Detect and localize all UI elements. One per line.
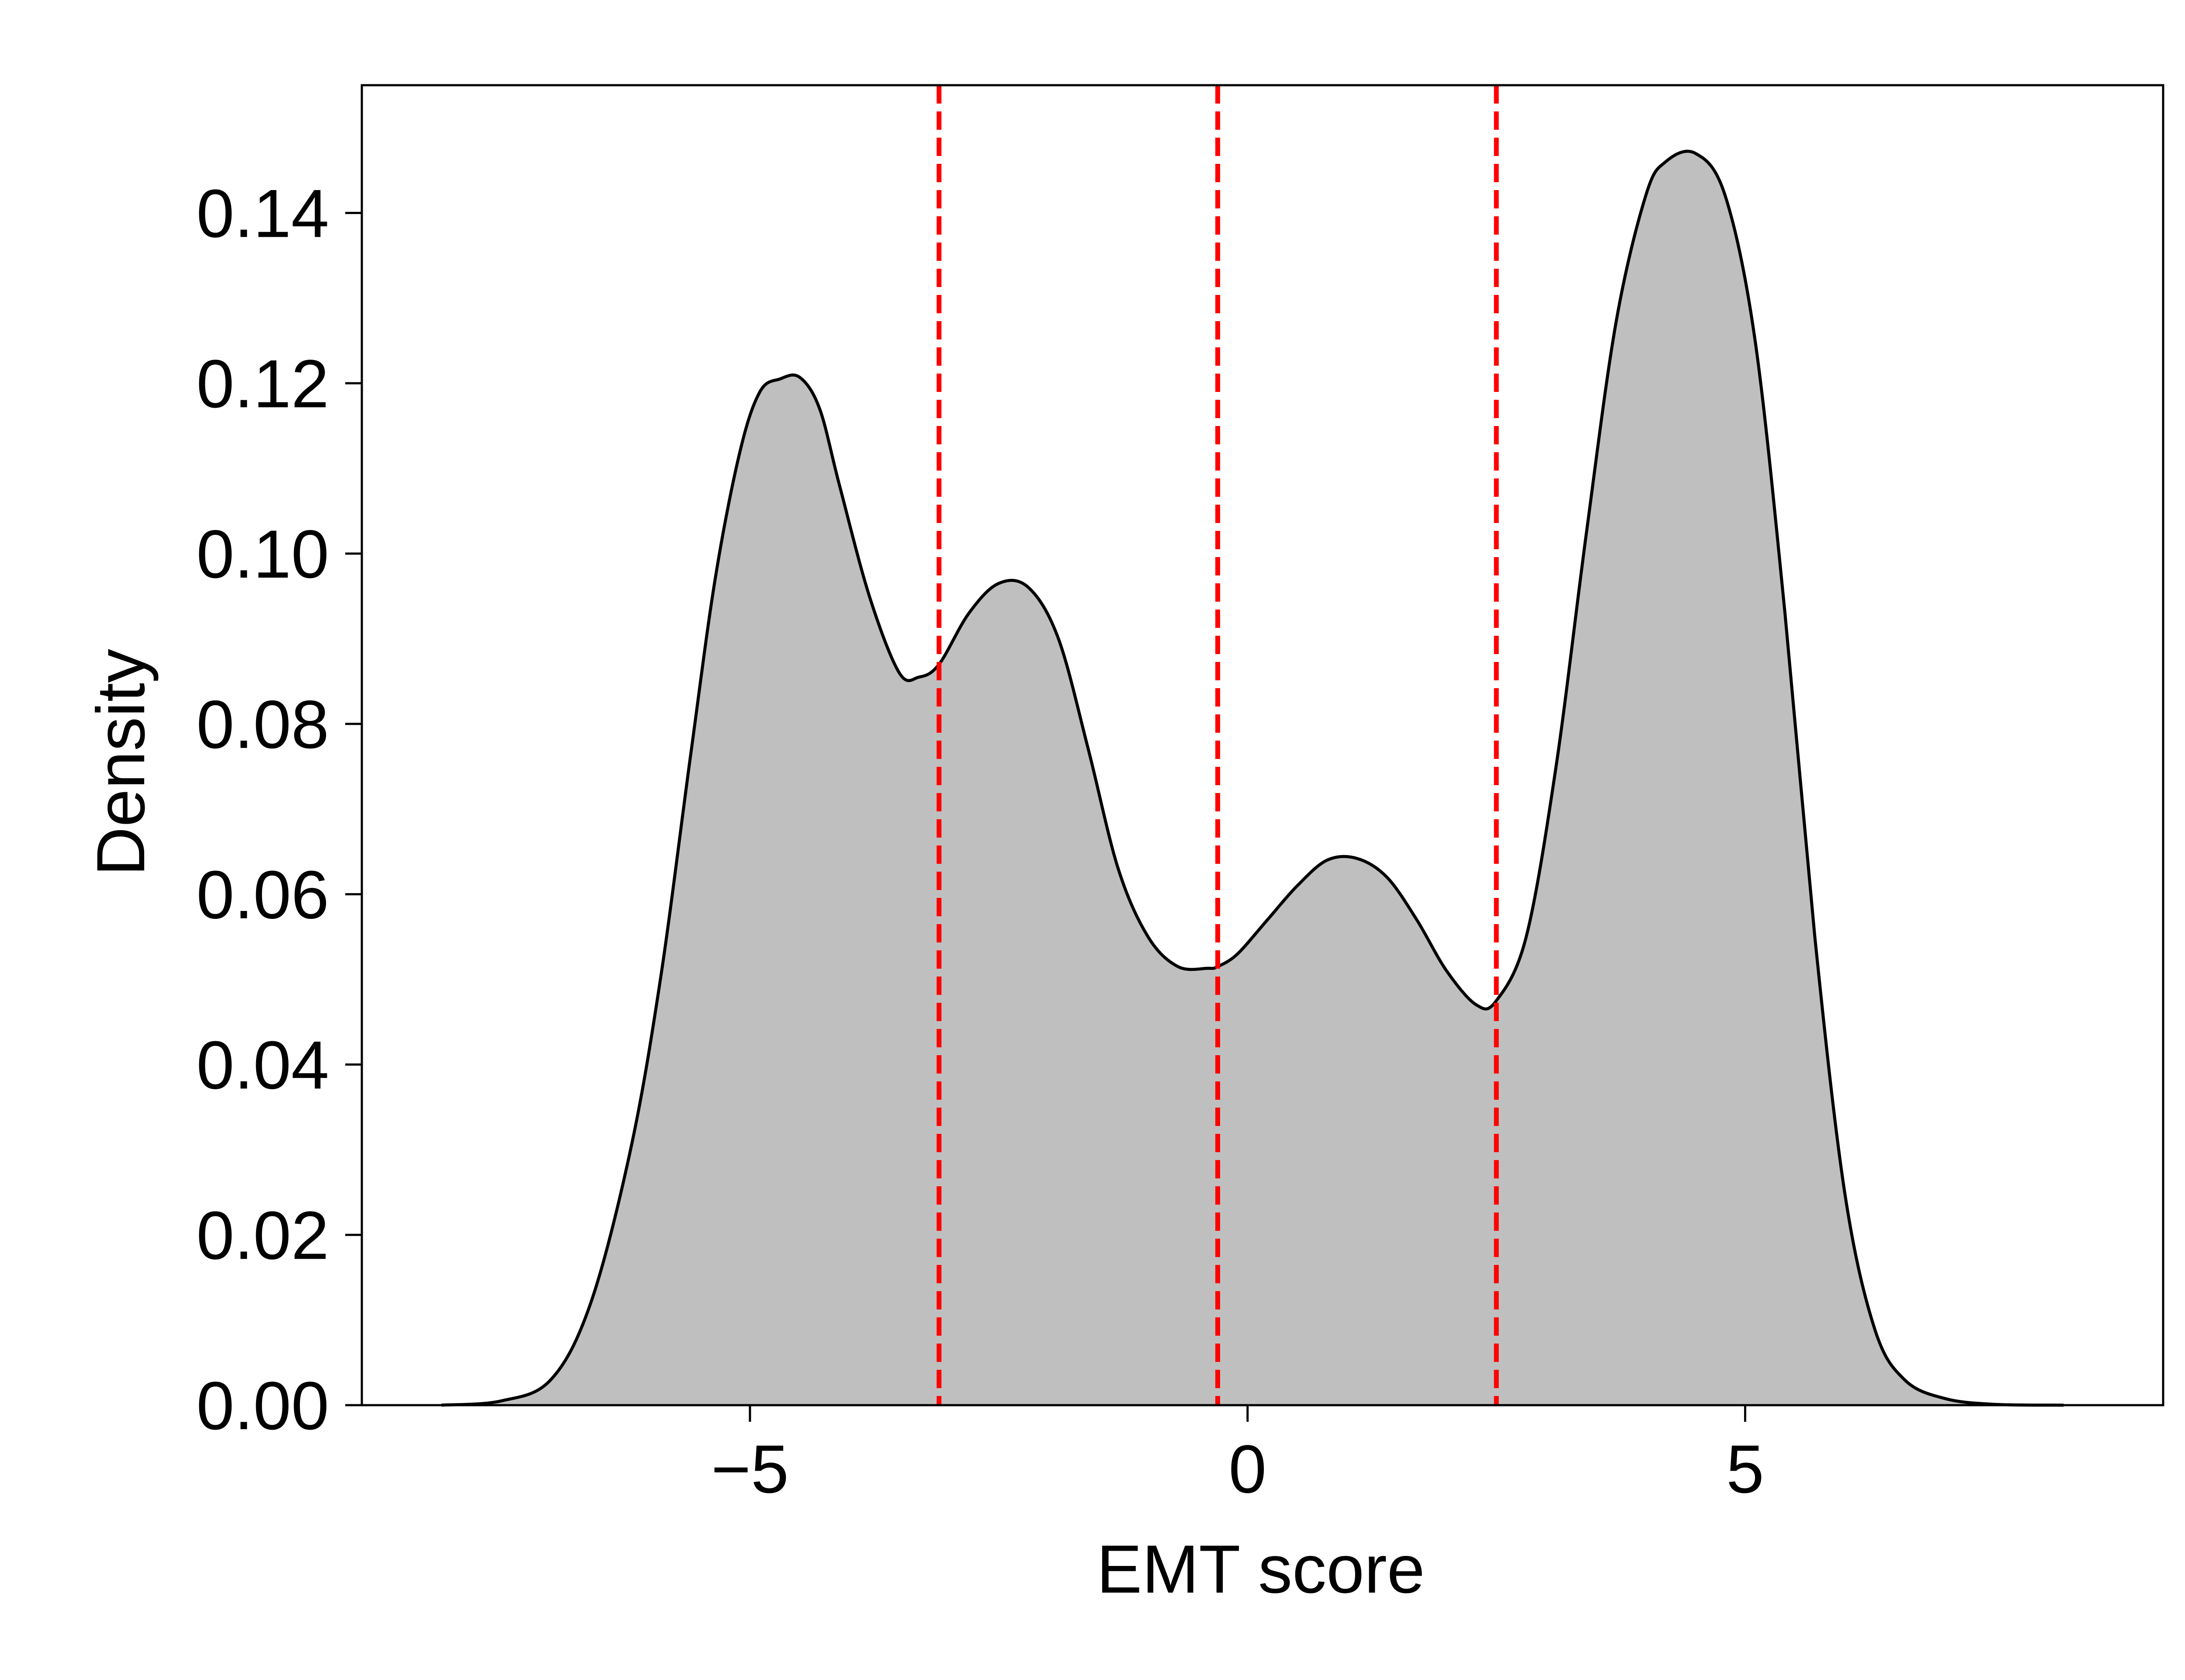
y-tick-label: 0.08 <box>196 687 329 763</box>
axes-frame <box>361 84 2164 1406</box>
density-area-fill <box>441 151 2064 1406</box>
x-tick-label: 5 <box>1726 1431 1764 1507</box>
y-tick-label: 0.00 <box>196 1368 329 1444</box>
y-tick-label: 0.06 <box>196 857 329 933</box>
y-axis-label: Density <box>83 649 159 876</box>
x-axis-label: EMT score <box>1096 1531 1425 1607</box>
x-tick-label: 0 <box>1228 1431 1266 1507</box>
axes: −5 0 5 0.00 0.02 0.04 0.06 0.08 0.10 0.12 0.14 <box>196 84 2164 1507</box>
y-tick-label: 0.10 <box>196 516 329 592</box>
x-tick-label: −5 <box>711 1431 789 1507</box>
y-tick-label: 0.14 <box>196 176 329 252</box>
y-tick-label: 0.12 <box>196 346 329 422</box>
density-curve-line <box>441 149 2064 1407</box>
plot-area <box>441 85 2064 1407</box>
y-tick-label: 0.02 <box>196 1198 329 1274</box>
y-tick-label: 0.04 <box>196 1027 329 1103</box>
